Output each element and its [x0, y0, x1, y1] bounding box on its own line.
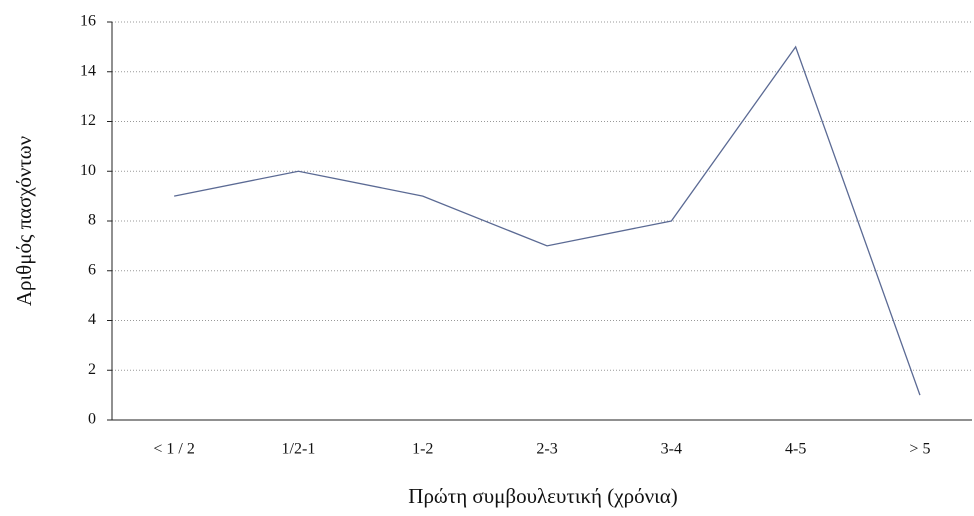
- y-tick-label: 12: [80, 112, 96, 129]
- x-tick-label: 1/2-1: [282, 441, 316, 458]
- x-tick-label: 4-5: [785, 441, 806, 458]
- x-tick-label: 3-4: [661, 441, 682, 458]
- data-line: [174, 45, 921, 396]
- y-tick-label: 10: [80, 162, 96, 179]
- x-tick-label: > 5: [909, 441, 930, 458]
- y-tick-label: 4: [88, 311, 96, 328]
- y-tick-label: 8: [88, 212, 96, 229]
- y-tick-label: 16: [80, 13, 96, 30]
- x-tick-label: < 1 / 2: [153, 441, 194, 458]
- y-tick-label: 6: [88, 261, 96, 278]
- x-axis-label: Πρώτη συμβουλευτική (χρόνια): [408, 484, 677, 508]
- x-tick-label: 2-3: [536, 441, 557, 458]
- y-tick-label: 14: [80, 62, 96, 79]
- y-tick-label: 0: [88, 411, 96, 428]
- x-tick-label: 1-2: [412, 441, 433, 458]
- y-tick-label: 2: [88, 361, 96, 378]
- y-axis-label: Αριθμός πασχόντων: [12, 136, 36, 306]
